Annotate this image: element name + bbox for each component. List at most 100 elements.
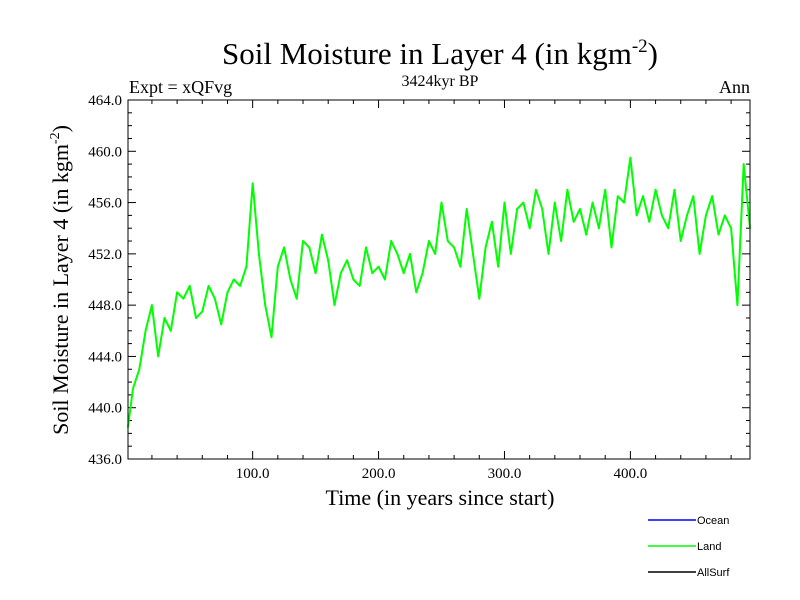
legend: Ocean Land AllSurf	[648, 515, 730, 579]
plot-frame	[127, 99, 751, 460]
legend-label-ocean: Ocean	[697, 515, 729, 527]
chart-title-superscript: -2	[632, 36, 648, 57]
period-label: 3424kyr BP	[402, 73, 479, 90]
data-point	[560, 240, 563, 242]
data-point	[276, 265, 279, 268]
data-point	[396, 252, 399, 255]
data-point	[176, 291, 179, 294]
series-line-land	[127, 156, 751, 428]
data-point	[667, 227, 670, 230]
data-point	[415, 291, 418, 294]
y-tick-label: 464.0	[88, 93, 122, 109]
y-tick-label: 448.0	[88, 298, 122, 314]
data-point	[251, 182, 254, 185]
data-point	[642, 195, 644, 198]
data-point	[648, 220, 651, 223]
y-axis-label-text: Soil Moisture in Layer 4 (in kgm	[48, 144, 73, 435]
data-point	[629, 156, 632, 159]
data-point	[302, 240, 304, 242]
data-point	[711, 195, 714, 198]
data-point	[182, 297, 185, 300]
data-point	[572, 220, 575, 223]
data-point	[201, 310, 204, 313]
data-point	[339, 272, 342, 274]
data-point	[459, 265, 462, 268]
data-point	[440, 201, 443, 204]
data-point	[352, 278, 355, 281]
data-point	[151, 304, 153, 307]
data-point	[365, 246, 367, 249]
data-point	[163, 317, 166, 319]
data-point	[730, 227, 733, 230]
data-point	[654, 188, 657, 191]
data-point	[591, 201, 594, 204]
data-point	[264, 304, 267, 307]
data-point	[679, 240, 682, 242]
data-point	[308, 246, 311, 249]
data-point	[295, 297, 298, 300]
y-tick-label: 436.0	[88, 452, 122, 468]
data-point	[490, 220, 493, 223]
data-point	[723, 214, 726, 217]
data-point	[213, 297, 216, 300]
data-point	[610, 246, 613, 249]
data-point	[623, 201, 625, 204]
data-point	[377, 265, 380, 268]
x-tick-label: 400.0	[614, 466, 648, 482]
data-point	[132, 387, 134, 390]
data-point	[346, 259, 348, 262]
data-point	[371, 272, 374, 274]
data-point	[660, 214, 663, 217]
data-point	[220, 323, 223, 326]
y-tick-label: 460.0	[88, 144, 122, 160]
data-point	[258, 252, 260, 255]
data-point	[522, 201, 525, 204]
data-point	[528, 227, 531, 230]
data-point	[566, 188, 569, 191]
data-point	[553, 201, 556, 204]
data-point	[144, 329, 147, 332]
data-point	[383, 278, 386, 281]
data-point	[327, 259, 330, 262]
x-axis-label: Time (in years since start)	[326, 485, 555, 510]
series-group	[127, 156, 751, 428]
data-point	[736, 304, 739, 307]
data-point	[598, 227, 600, 230]
y-tick-label: 440.0	[88, 401, 122, 417]
data-point	[169, 329, 172, 332]
chart-title-text: Soil Moisture in Layer 4 (in kgm	[222, 36, 632, 71]
chart-title: Soil Moisture in Layer 4 (in kgm-2)	[222, 36, 658, 71]
y-axis-label-close: )	[48, 125, 73, 132]
x-tick-label: 200.0	[362, 466, 396, 482]
data-point	[717, 233, 720, 236]
data-point	[547, 252, 550, 255]
data-point	[157, 355, 160, 358]
data-point	[616, 195, 619, 198]
chart-title-close: )	[648, 36, 658, 71]
data-point	[604, 188, 607, 191]
data-point	[692, 195, 695, 198]
data-point	[535, 188, 537, 191]
data-point	[705, 214, 707, 217]
data-point	[434, 252, 437, 255]
data-point	[358, 285, 361, 287]
data-point	[421, 272, 424, 274]
data-point	[484, 246, 487, 249]
data-point	[497, 265, 500, 268]
data-point	[698, 252, 701, 255]
data-point	[503, 201, 506, 204]
data-point	[270, 336, 273, 339]
legend-label-allsurf: AllSurf	[697, 567, 730, 579]
y-axis-label: Soil Moisture in Layer 4 (in kgm-2)	[48, 125, 73, 435]
y-tick-label: 452.0	[88, 247, 122, 263]
data-point	[314, 272, 317, 274]
data-point	[585, 233, 588, 236]
data-point	[478, 297, 481, 300]
y-tick-label: 444.0	[88, 349, 122, 365]
data-point	[579, 208, 581, 210]
data-point	[472, 252, 474, 255]
data-point	[138, 368, 141, 371]
data-point	[245, 265, 248, 268]
experiment-label: Expt = xQFvg	[129, 77, 232, 97]
